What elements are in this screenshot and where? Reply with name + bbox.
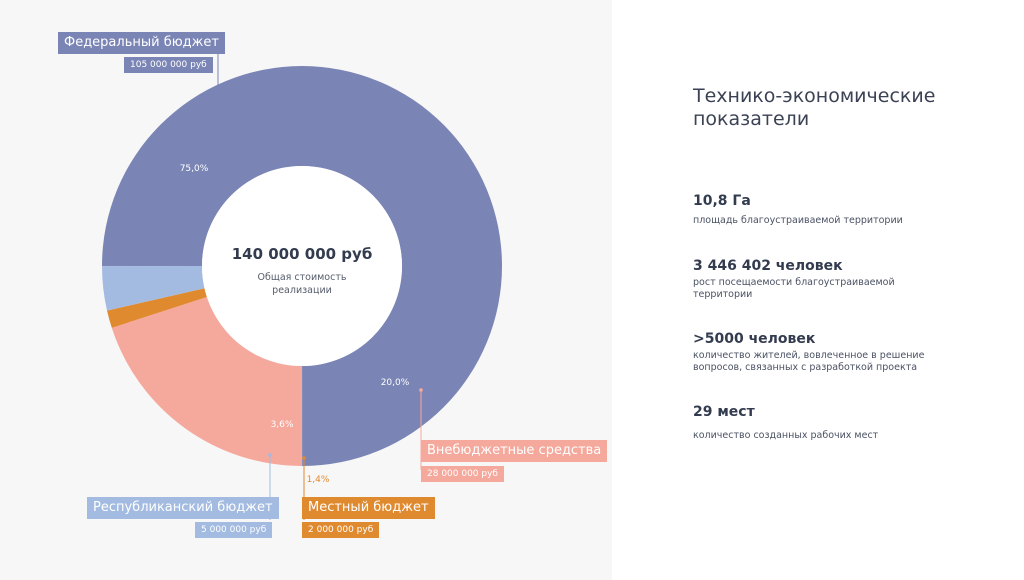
kpi-jobs-value: 29 мест: [693, 404, 755, 420]
legend-republican-name: Республиканский бюджет: [87, 497, 279, 519]
legend-extrabudget-name: Внебюджетные средства: [421, 440, 608, 462]
center-total-value: 140 000 000 руб: [231, 245, 373, 263]
slice-local: [107, 288, 207, 328]
slice-extrabudget: [111, 296, 303, 466]
leader-federal-dot: [216, 136, 220, 140]
slice-federal: [102, 66, 503, 467]
legend-extrabudget-value: 28 000 000 руб: [421, 466, 504, 482]
kpi-residents-desc: количество жителей, вовлеченное в решени…: [693, 350, 925, 373]
kpi-jobs-desc: количество созданных рабочих мест: [693, 430, 879, 441]
donut-hole: [202, 166, 402, 366]
kpi-visitors-desc: рост посещаемости благоустраиваемой терр…: [693, 277, 895, 300]
leader-local-dot: [302, 456, 306, 460]
kpi-residents-value: >5000 человек: [693, 331, 816, 347]
kpi-area-value: 10,8 Га: [693, 193, 751, 209]
slice-percent-local: 1,4%: [306, 475, 330, 485]
legend-republican-value: 5 000 000 руб: [195, 522, 273, 538]
legend-local-value: 2 000 000 руб: [302, 522, 380, 538]
leader-extrabudget-dot: [419, 388, 423, 392]
leader-republican-dot: [268, 453, 272, 457]
slice-percent-extrabudget: 20,0%: [380, 378, 410, 388]
donut-chart: [102, 50, 503, 520]
legend-federal-name: Федеральный бюджет: [58, 32, 225, 54]
kpi-area-desc: площадь благоустраиваемой территории: [693, 215, 903, 226]
slice-percent-federal: 75,0%: [179, 164, 209, 174]
legend-federal-value: 105 000 000 руб: [124, 57, 213, 73]
slice-percent-republican: 3,6%: [270, 420, 294, 430]
kpi-visitors-value: 3 446 402 человек: [693, 258, 843, 274]
indicators-title: Технико-экономические показатели: [693, 85, 936, 130]
slice-republican: [102, 266, 205, 311]
legend-local-name: Местный бюджет: [302, 497, 435, 519]
center-total-label: Общая стоимость реализации: [257, 272, 347, 296]
indicators-panel: [612, 0, 1024, 580]
